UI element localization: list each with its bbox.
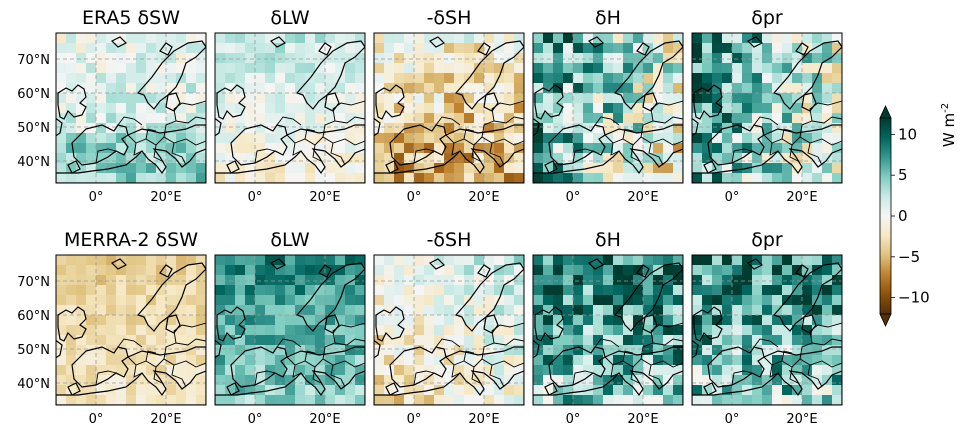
map-panel-merra2-3: δH 0° 20°E xyxy=(532,229,684,427)
lat-tick-label: 70°N xyxy=(17,53,50,68)
panel-title: δpr xyxy=(751,7,783,29)
colorbar-unit-label: W m-2 xyxy=(940,103,958,147)
map-panel-era5-4: δpr 0° 20°E xyxy=(691,7,843,205)
lon-tick-label: 0° xyxy=(248,190,263,205)
panel-title: -δSH xyxy=(427,7,472,29)
panel-title: δLW xyxy=(270,229,309,251)
lon-tick-label: 0° xyxy=(725,412,740,427)
panel-title: δLW xyxy=(270,7,309,29)
panel-title: -δSH xyxy=(427,229,472,251)
lon-tick-label: 20°E xyxy=(150,412,181,427)
colorbar-tick-label: 0 xyxy=(898,207,908,225)
lat-tick-label: 50°N xyxy=(17,343,50,358)
map-panel-merra2-0: MERRA-2 δSW 0° 20°E 70°N 60°N 50°N 40°N xyxy=(17,229,207,427)
panel-title: δpr xyxy=(751,229,783,251)
map-panel-merra2-4: δpr 0° 20°E xyxy=(691,229,843,427)
lon-tick-label: 20°E xyxy=(627,190,658,205)
lon-tick-label: 0° xyxy=(407,190,422,205)
panel-title: ERA5 δSW xyxy=(82,7,180,29)
lon-tick-label: 20°E xyxy=(786,190,817,205)
lon-tick-label: 20°E xyxy=(468,412,499,427)
lat-tick-label: 40°N xyxy=(17,377,50,392)
lon-tick-label: 0° xyxy=(248,412,263,427)
lat-tick-label: 60°N xyxy=(17,309,50,324)
map-panel-merra2-2: -δSH 0° 20°E xyxy=(373,229,525,427)
lon-tick-label: 20°E xyxy=(786,412,817,427)
lat-tick-label: 50°N xyxy=(17,121,50,136)
colorbar-tick-label: 10 xyxy=(898,125,917,143)
lon-tick-label: 0° xyxy=(407,412,422,427)
colorbar-tick-label: 5 xyxy=(898,166,908,184)
lon-tick-label: 20°E xyxy=(627,412,658,427)
panel-title: MERRA-2 δSW xyxy=(64,229,198,251)
lon-tick-label: 0° xyxy=(89,190,104,205)
lon-tick-label: 0° xyxy=(566,190,581,205)
map-panel-era5-2: -δSH 0° 20°E xyxy=(373,7,525,205)
colorbar-tick-label: −5 xyxy=(898,248,920,266)
lat-tick-label: 60°N xyxy=(17,87,50,102)
lat-tick-label: 70°N xyxy=(17,275,50,290)
map-panel-merra2-1: δLW 0° 20°E xyxy=(214,229,366,427)
map-panel-era5-0: ERA5 δSW 0° 20°E 70°N 60°N 50°N 40°N xyxy=(17,7,207,205)
colorbar-tick-label: −10 xyxy=(898,289,930,307)
lon-tick-label: 20°E xyxy=(468,190,499,205)
lon-tick-label: 0° xyxy=(725,190,740,205)
panel-title: δH xyxy=(595,229,621,251)
lon-tick-label: 20°E xyxy=(150,190,181,205)
lon-tick-label: 20°E xyxy=(309,412,340,427)
lat-tick-label: 40°N xyxy=(17,155,50,170)
colorbar: 10 5 0 −5 −10 W m-2 xyxy=(879,103,958,327)
map-panel-era5-3: δH 0° 20°E xyxy=(532,7,684,205)
map-panel-era5-1: δLW 0° 20°E xyxy=(214,7,366,205)
panel-title: δH xyxy=(595,7,621,29)
lon-tick-label: 0° xyxy=(89,412,104,427)
lon-tick-label: 0° xyxy=(566,412,581,427)
lon-tick-label: 20°E xyxy=(309,190,340,205)
